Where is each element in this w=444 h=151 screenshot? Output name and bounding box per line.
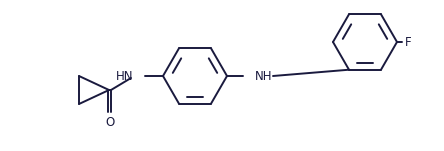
- Text: HN: HN: [115, 69, 133, 82]
- Text: NH: NH: [255, 69, 273, 82]
- Text: F: F: [405, 35, 412, 48]
- Text: O: O: [105, 116, 115, 129]
